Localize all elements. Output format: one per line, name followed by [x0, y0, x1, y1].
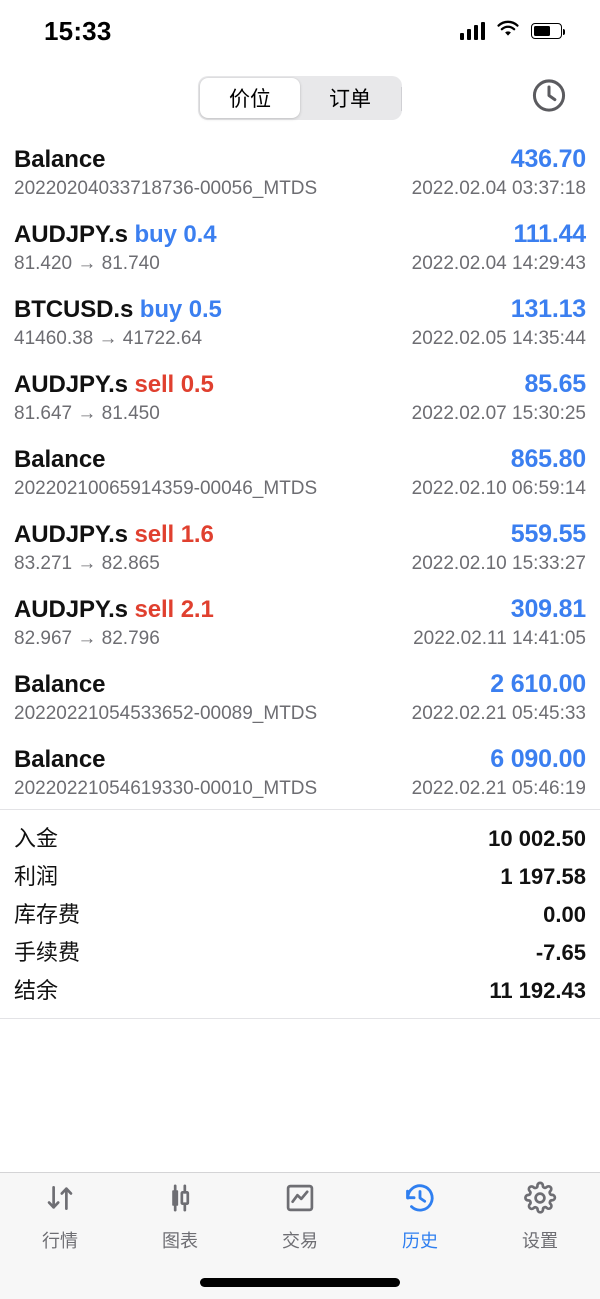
home-indicator [200, 1278, 400, 1287]
deal-symbol: Balance [14, 146, 106, 173]
deal-time: 2022.02.04 03:37:18 [411, 178, 586, 199]
deal-side-volume: buy 0.4 [127, 221, 217, 248]
deal-detail: 20220204033718736-00056_MTDS [14, 178, 318, 199]
deal-detail: 81.420 → 81.740 [14, 253, 160, 274]
summary-bottom-divider [0, 1018, 600, 1019]
deal-symbol: AUDJPY.s sell 2.1 [14, 596, 214, 623]
summary-label: 入金 [14, 826, 59, 851]
summary-block: 入金 10 002.50 利润 1 197.58 库存费 0.00 手续费 -7.65 结余 11… [0, 810, 600, 1018]
segment-orders[interactable]: 订单 [300, 78, 402, 118]
tab-label: 设置 [522, 1231, 558, 1251]
cellular-bars-icon [460, 22, 485, 40]
deal-profit: 436.70 [510, 145, 586, 173]
deal-profit: 2 610.00 [490, 670, 586, 698]
summary-label: 手续费 [14, 940, 81, 965]
summary-label: 利润 [14, 864, 59, 889]
deal-row[interactable]: AUDJPY.s sell 0.5 85.65 81.647 → 81.450 202… [14, 359, 586, 434]
deal-profit: 111.44 [513, 220, 586, 248]
history-clock-icon [403, 1181, 437, 1220]
deal-row[interactable]: Balance 436.70 20220204033718736-00056_MTD… [14, 134, 586, 209]
deal-profit: 85.65 [524, 370, 586, 398]
tab-bar: 行情 图表 交易 历史 设置 [0, 1172, 600, 1299]
deal-symbol: Balance [14, 446, 106, 473]
deal-side-volume: sell 1.6 [127, 521, 214, 548]
tab-设置[interactable]: 设置 [480, 1173, 600, 1261]
deal-time: 2022.02.21 05:45:33 [411, 703, 586, 724]
deal-time: 2022.02.07 15:30:25 [411, 403, 586, 424]
clock-icon[interactable] [530, 77, 568, 120]
summary-value: 0.00 [543, 902, 586, 927]
deal-profit: 559.55 [510, 520, 586, 548]
tab-交易[interactable]: 交易 [240, 1173, 360, 1261]
deal-symbol: Balance [14, 746, 106, 773]
deal-detail: 83.271 → 82.865 [14, 553, 160, 574]
wifi-icon [496, 20, 520, 43]
nav-bar: 价位 订单 [0, 62, 600, 134]
deal-side-volume: sell 2.1 [127, 596, 214, 623]
deal-detail: 41460.38 → 41722.64 [14, 328, 203, 349]
summary-value: 11 192.43 [489, 978, 586, 1003]
deal-profit: 6 090.00 [490, 745, 586, 773]
summary-value: 10 002.50 [488, 826, 586, 851]
deal-symbol: AUDJPY.s sell 0.5 [14, 371, 214, 398]
deal-side-volume: sell 0.5 [127, 371, 214, 398]
deal-row[interactable]: AUDJPY.s buy 0.4 111.44 81.420 → 81.740 202… [14, 209, 586, 284]
tab-label: 交易 [282, 1231, 318, 1251]
deal-symbol: AUDJPY.s buy 0.4 [14, 221, 217, 248]
deal-time: 2022.02.05 14:35:44 [411, 328, 586, 349]
deal-time: 2022.02.21 05:46:19 [411, 778, 586, 799]
summary-label: 结余 [14, 978, 59, 1003]
summary-label: 库存费 [14, 902, 81, 927]
summary-row: 利润 1 197.58 [14, 856, 586, 894]
deal-row[interactable]: Balance 865.80 20220210065914359-00046_MTD… [14, 434, 586, 509]
deal-detail: 81.647 → 81.450 [14, 403, 160, 424]
deal-symbol: BTCUSD.s buy 0.5 [14, 296, 222, 323]
history-deal-list: Balance 436.70 20220204033718736-00056_MTD… [0, 134, 600, 809]
status-time: 15:33 [44, 15, 112, 46]
deal-row[interactable]: AUDJPY.s sell 1.6 559.55 83.271 → 82.865 20… [14, 509, 586, 584]
deal-time: 2022.02.10 15:33:27 [411, 553, 586, 574]
tab-label: 行情 [42, 1231, 78, 1251]
deal-row[interactable]: Balance 2 610.00 20220221054533652-00089_M… [14, 659, 586, 734]
deal-time: 2022.02.10 06:59:14 [411, 478, 586, 499]
deal-detail: 20220221054533652-00089_MTDS [14, 703, 318, 724]
deal-time: 2022.02.11 14:41:05 [413, 628, 586, 649]
deal-profit: 309.81 [510, 595, 586, 623]
summary-value: 1 197.58 [500, 864, 586, 889]
tab-list: 行情 图表 交易 历史 设置 [0, 1173, 600, 1261]
deal-detail: 20220210065914359-00046_MTDS [14, 478, 318, 499]
deal-time: 2022.02.04 14:29:43 [411, 253, 586, 274]
gear-icon [523, 1181, 557, 1220]
summary-value: -7.65 [535, 940, 586, 965]
deal-symbol: AUDJPY.s sell 1.6 [14, 521, 214, 548]
deal-detail: 20220221054619330-00010_MTDS [14, 778, 318, 799]
tab-图表[interactable]: 图表 [120, 1173, 240, 1261]
trade-chart-icon [283, 1181, 317, 1220]
summary-row: 入金 10 002.50 [14, 818, 586, 856]
tab-label: 历史 [402, 1231, 438, 1251]
summary-row: 结余 11 192.43 [14, 970, 586, 1008]
tab-label: 图表 [162, 1231, 198, 1251]
deal-side-volume: buy 0.5 [133, 296, 222, 323]
segment-price[interactable]: 价位 [200, 78, 300, 118]
deal-row[interactable]: AUDJPY.s sell 2.1 309.81 82.967 → 82.796 20… [14, 584, 586, 659]
summary-row: 手续费 -7.65 [14, 932, 586, 970]
battery-icon [531, 23, 566, 39]
segmented-control[interactable]: 价位 订单 [198, 76, 402, 120]
deal-row[interactable]: BTCUSD.s buy 0.5 131.13 41460.38 → 41722.6… [14, 284, 586, 359]
candlestick-icon [163, 1181, 197, 1220]
deal-profit: 865.80 [510, 445, 586, 473]
status-bar: 15:33 [0, 0, 600, 62]
deal-row[interactable]: Balance 6 090.00 20220221054619330-00010_M… [14, 734, 586, 809]
deal-detail: 82.967 → 82.796 [14, 628, 160, 649]
deal-symbol: Balance [14, 671, 106, 698]
arrows-up-down-icon [43, 1181, 77, 1220]
status-indicators [460, 20, 566, 43]
tab-行情[interactable]: 行情 [0, 1173, 120, 1261]
summary-top-divider [0, 809, 600, 810]
deal-profit: 131.13 [510, 295, 586, 323]
summary-row: 库存费 0.00 [14, 894, 586, 932]
tab-历史[interactable]: 历史 [360, 1173, 480, 1261]
